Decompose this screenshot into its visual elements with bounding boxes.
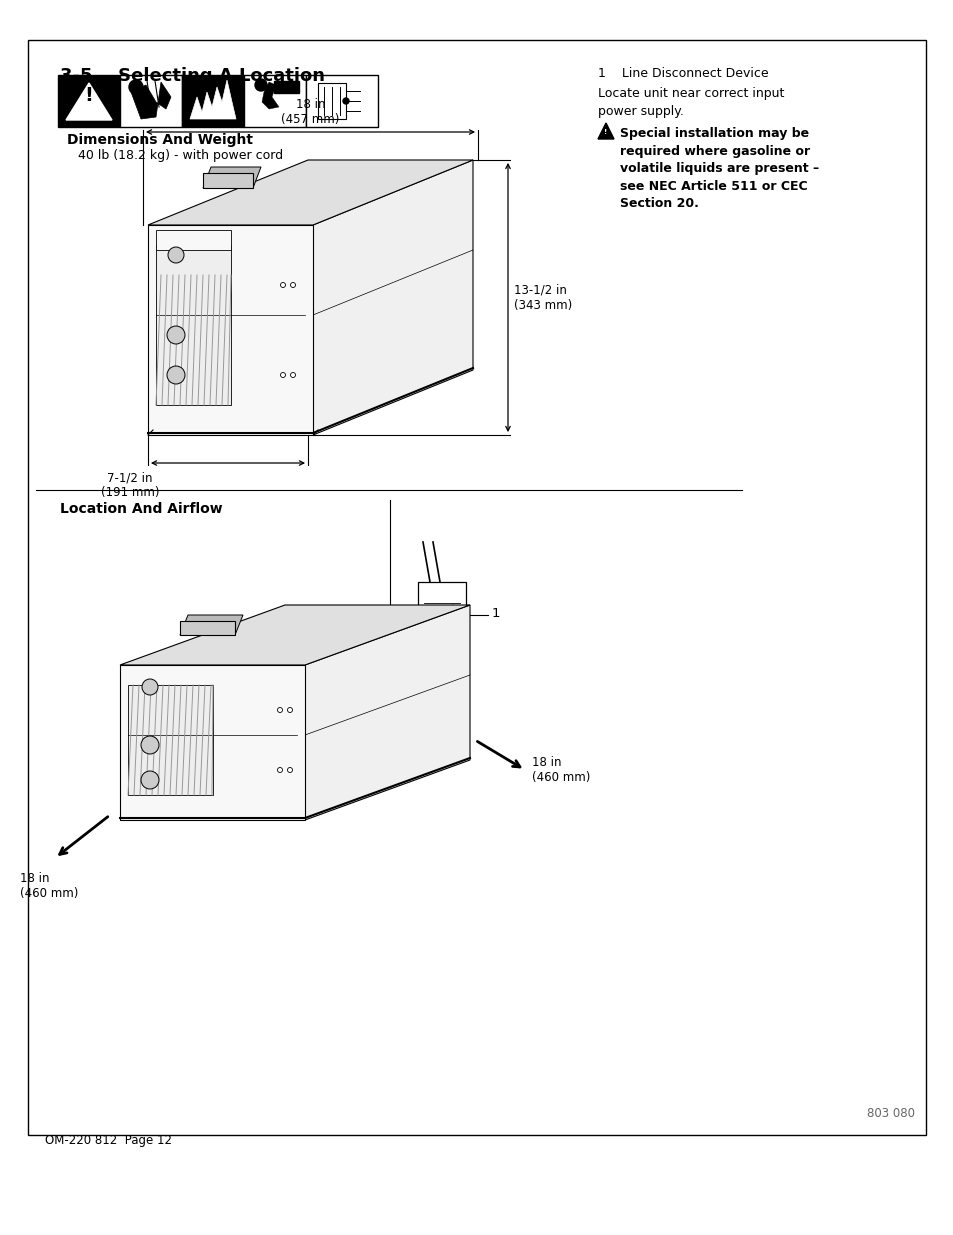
Bar — [244, 75, 306, 127]
Polygon shape — [598, 124, 614, 140]
Polygon shape — [66, 83, 112, 120]
Bar — [120, 75, 182, 127]
Text: Location And Airflow: Location And Airflow — [60, 501, 222, 516]
Circle shape — [168, 247, 184, 263]
Text: 18 in
(457 mm): 18 in (457 mm) — [281, 98, 339, 126]
Polygon shape — [180, 621, 234, 635]
Circle shape — [280, 283, 285, 288]
Polygon shape — [313, 161, 473, 435]
Text: Special installation may be
required where gasoline or
volatile liquids are pres: Special installation may be required whe… — [619, 127, 819, 210]
Circle shape — [167, 326, 185, 345]
Polygon shape — [305, 605, 470, 820]
Polygon shape — [120, 605, 470, 664]
Circle shape — [167, 366, 185, 384]
Bar — [306, 75, 377, 127]
Text: 1    Line Disconnect Device: 1 Line Disconnect Device — [598, 67, 768, 80]
Text: !: ! — [85, 86, 93, 105]
Polygon shape — [180, 615, 243, 635]
Circle shape — [277, 767, 282, 773]
Text: 18 in
(460 mm): 18 in (460 mm) — [20, 872, 78, 900]
Circle shape — [277, 708, 282, 713]
Circle shape — [141, 771, 159, 789]
Text: OM-220 812  Page 12: OM-220 812 Page 12 — [45, 1134, 172, 1147]
Bar — [58, 75, 120, 127]
Polygon shape — [148, 225, 313, 435]
Polygon shape — [131, 82, 171, 119]
Circle shape — [291, 373, 295, 378]
Circle shape — [129, 80, 143, 94]
Text: Locate unit near correct input
power supply.: Locate unit near correct input power sup… — [598, 86, 783, 119]
Text: 18 in
(460 mm): 18 in (460 mm) — [532, 756, 590, 784]
Bar — [156, 230, 231, 249]
Polygon shape — [120, 664, 305, 820]
Circle shape — [287, 708, 293, 713]
Bar — [182, 75, 244, 127]
Text: 40 lb (18.2 kg) - with power cord: 40 lb (18.2 kg) - with power cord — [78, 149, 283, 162]
Text: !: ! — [604, 128, 607, 135]
Bar — [417, 582, 465, 659]
Circle shape — [142, 679, 158, 695]
Circle shape — [141, 736, 159, 755]
Bar — [128, 685, 213, 795]
Text: 1: 1 — [492, 606, 500, 620]
Polygon shape — [203, 173, 253, 188]
Text: Dimensions And Weight: Dimensions And Weight — [67, 133, 253, 147]
Circle shape — [291, 283, 295, 288]
Polygon shape — [203, 167, 261, 188]
Bar — [274, 82, 298, 93]
Text: 3-5.   Selecting A Location: 3-5. Selecting A Location — [60, 67, 325, 85]
Bar — [317, 83, 346, 119]
Circle shape — [343, 98, 349, 104]
Circle shape — [280, 373, 285, 378]
Circle shape — [287, 767, 293, 773]
Bar — [28, 40, 925, 1135]
Bar — [156, 245, 231, 405]
Polygon shape — [148, 161, 473, 225]
Text: 13-1/2 in
(343 mm): 13-1/2 in (343 mm) — [514, 284, 572, 311]
Polygon shape — [262, 82, 278, 109]
Text: 803 080: 803 080 — [866, 1107, 914, 1120]
Polygon shape — [190, 80, 235, 119]
Circle shape — [254, 79, 267, 91]
Text: 7-1/2 in
(191 mm): 7-1/2 in (191 mm) — [101, 471, 159, 499]
